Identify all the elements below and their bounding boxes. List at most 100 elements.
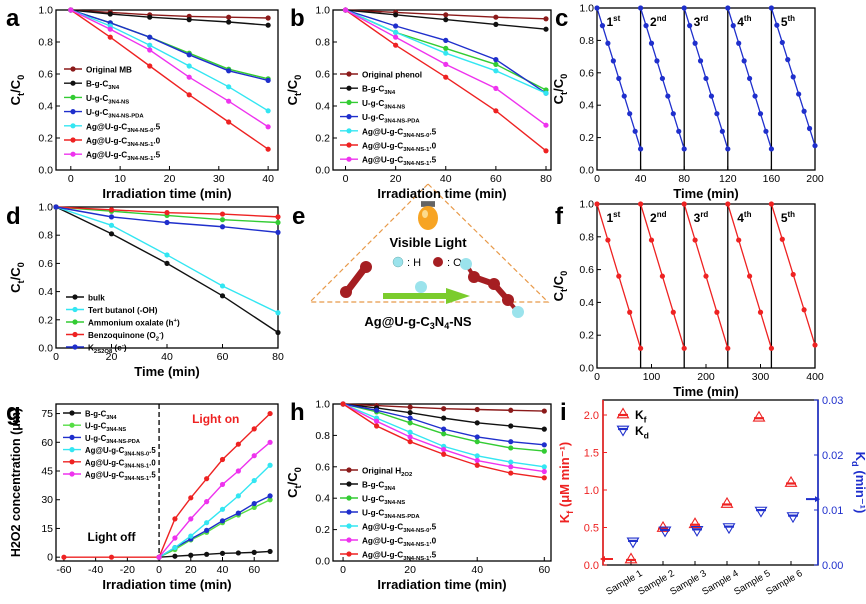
data-point [226,14,232,20]
y-tick-label: 0 [47,552,53,564]
x-tick-label: 0 [340,564,346,576]
data-point [267,410,273,417]
x-tick-label: 0 [53,351,59,363]
legend-marker [70,137,76,143]
x-tick-label: 0 [343,173,349,185]
legend-marker [72,344,78,350]
x-tick-label: 20 [106,351,118,363]
data-point [188,552,194,558]
data-point [714,111,720,117]
x-tick-label: 400 [806,371,824,383]
x-tick-label: 60 [490,173,502,185]
data-point [219,456,226,463]
light-on-label: Light on [192,412,239,426]
data-point [725,146,731,152]
legend-marker [346,551,352,557]
data-point [474,457,480,464]
data-point [188,495,194,501]
legend-marker [69,410,75,416]
data-point [219,293,226,299]
data-point [68,7,74,13]
data-point [147,63,153,69]
legend-label: Ag@U-g-C3N4-NS-1.5 [362,551,437,562]
data-point [785,57,791,63]
data-point [605,40,611,46]
legend-label: Ag@U-g-C3N4-NS-0.5 [86,122,161,133]
y-tick-right-label: 0.03 [822,395,843,407]
data-point [407,420,413,426]
x-tick-label: 40 [161,351,173,363]
data-point [267,497,273,503]
data-point [374,407,380,413]
cycle-label: 4th [737,14,751,29]
data-point [687,23,693,29]
y-tick-label: 0.8 [315,37,330,49]
data-point [186,74,192,80]
data-point [188,533,194,539]
y-tick-left-label: 1.0 [584,485,599,497]
y-tick-label: 60 [41,437,53,449]
data-point [599,23,606,29]
data-point [594,5,600,11]
visible-light-label: Visible Light [389,235,467,250]
data-point [676,128,682,134]
y-tick-label: 0.2 [315,133,330,145]
legend-marker [346,99,352,105]
data-point [267,493,273,499]
data-point [736,237,742,243]
data-point [147,14,153,20]
data-point [474,434,480,440]
y-tick-label: 0.4 [579,100,594,112]
data-point [107,34,113,40]
legend-label: Original H2O2 [362,467,413,478]
data-point [541,464,547,470]
x-tick-label: Sample 6 [764,568,804,598]
data-point [768,146,775,152]
data-point [147,42,153,48]
legend-label: Original phenol [362,71,422,80]
legend-marker [346,114,352,120]
data-point [681,201,687,207]
legend-marker [346,85,352,91]
data-point [752,93,758,99]
data-point [541,448,547,454]
panel-letter-c: c [555,5,568,32]
legend-marker [346,523,352,529]
data-point [616,273,622,279]
data-point [443,50,449,56]
data-point [779,236,785,242]
panel-letter-i: i [560,399,567,426]
data-point [219,283,226,289]
legend-marker [70,94,76,100]
data-point [659,75,666,82]
x-axis-label: Irradiation time (min) [102,577,231,592]
data-point [493,68,499,74]
data-point [730,23,736,29]
data-point [275,229,281,235]
y-tick-label: 15 [41,523,53,535]
data-point [251,504,257,510]
y-tick-label: 75 [41,408,53,420]
marker-k_d [786,512,800,524]
data-point [508,464,514,470]
y-tick-label: 0.6 [315,461,330,473]
series-line [158,441,271,558]
series-line [342,403,545,473]
x-tick-label: -20 [120,564,135,576]
y-tick-left-label: 0.0 [584,560,599,572]
data-point [474,439,480,445]
legend-marker [69,447,75,453]
data-point [796,91,802,97]
y-axis-left-label: Kf (μM min⁻¹) [557,442,575,523]
marker-k_f [784,475,798,487]
data-point [543,148,549,154]
data-point [275,214,281,220]
data-point [267,462,273,468]
y-axis-label: Ct/C0 [8,262,26,293]
x-tick-label: 80 [678,173,690,185]
panel-letter-h: h [290,399,305,426]
marker-k_f [720,496,734,508]
data-point [108,207,115,213]
data-point [108,214,115,220]
data-point [107,11,113,17]
